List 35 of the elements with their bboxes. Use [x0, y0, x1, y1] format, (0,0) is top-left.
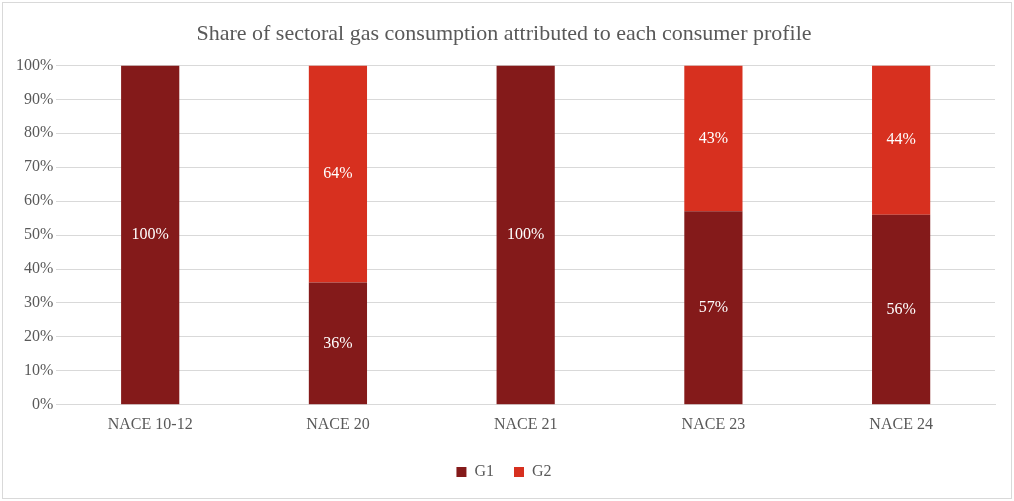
- bar: [121, 65, 180, 405]
- data-label: 57%: [698, 298, 729, 316]
- bar: [308, 65, 368, 283]
- legend-label: G2: [532, 462, 552, 480]
- y-tick-label: 80%: [24, 123, 54, 141]
- chart-title: Share of sectoral gas consumption attributed to each consumer profile: [196, 19, 812, 45]
- data-label: 64%: [323, 164, 353, 182]
- x-tick-label: NACE 20: [306, 414, 370, 432]
- data-label: 56%: [886, 299, 916, 317]
- y-tick-label: 90%: [24, 89, 54, 107]
- data-label: 44%: [886, 130, 916, 148]
- x-tick-label: NACE 10-12: [107, 414, 193, 432]
- x-tick-label: NACE 21: [493, 414, 558, 432]
- y-tick-label: 0%: [32, 395, 54, 412]
- bar: [308, 282, 368, 405]
- bar: [684, 65, 743, 212]
- data-label: 100%: [507, 225, 545, 243]
- x-tick-label: NACE 23: [681, 414, 746, 432]
- data-label: 100%: [131, 225, 169, 243]
- y-tick-label: 20%: [24, 327, 54, 345]
- bar: [684, 211, 743, 405]
- bar: [872, 65, 931, 215]
- y-tick-label: 70%: [24, 157, 54, 175]
- data-label: 43%: [698, 128, 729, 146]
- y-tick-label: 30%: [24, 293, 54, 311]
- y-tick-label: 60%: [24, 191, 54, 209]
- data-label: 36%: [323, 333, 353, 351]
- y-tick-label: 40%: [24, 259, 54, 277]
- legend-label: G1: [474, 462, 495, 480]
- bar: [872, 214, 931, 405]
- y-tick-label: 100%: [16, 55, 54, 73]
- bar: [496, 65, 555, 405]
- y-tick-label: 50%: [24, 225, 54, 243]
- y-tick-label: 10%: [24, 361, 54, 379]
- x-tick-label: NACE 24: [869, 414, 933, 432]
